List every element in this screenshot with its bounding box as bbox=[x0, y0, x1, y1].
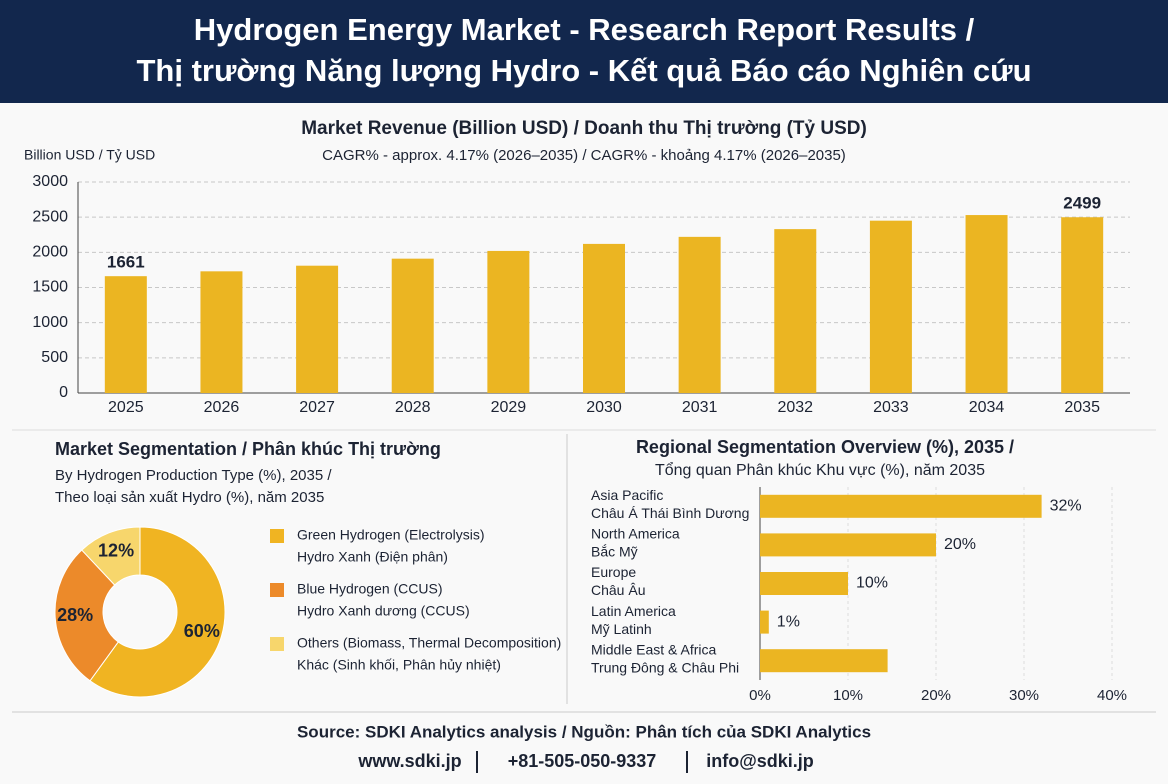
bar bbox=[678, 236, 721, 393]
x-tick-label: 2027 bbox=[299, 399, 335, 416]
legend-swatch bbox=[270, 529, 284, 543]
x-tick-label: 30% bbox=[1009, 687, 1039, 704]
x-tick-label: 10% bbox=[833, 687, 863, 704]
data-label: 1% bbox=[777, 613, 800, 630]
y-tick-label: 2000 bbox=[32, 244, 68, 261]
x-tick-label: 2030 bbox=[586, 399, 622, 416]
bar bbox=[760, 572, 848, 595]
category-label: Latin America bbox=[591, 603, 676, 619]
legend-label: Blue Hydrogen (CCUS) bbox=[297, 581, 443, 597]
data-label: 2499 bbox=[1063, 194, 1101, 213]
bar bbox=[583, 243, 625, 393]
y-tick-label: 1500 bbox=[32, 279, 68, 296]
pie-slice bbox=[81, 526, 141, 586]
header-title: Thị trường Năng lượng Hydro - Kết quả Bá… bbox=[136, 53, 1031, 88]
x-tick-label: 2031 bbox=[682, 399, 718, 416]
bar bbox=[760, 494, 1042, 518]
chart-subtitle: Theo loại sản xuất Hydro (%), năm 2035 bbox=[55, 489, 324, 506]
x-tick-label: 2028 bbox=[395, 399, 431, 416]
x-tick-label: 2029 bbox=[491, 399, 527, 416]
data-label: 28% bbox=[57, 605, 93, 625]
bar bbox=[104, 276, 147, 393]
pie-slice bbox=[89, 526, 226, 698]
contact: info@sdki.jp bbox=[706, 751, 814, 771]
bar bbox=[391, 258, 434, 393]
y-tick-label: 0 bbox=[59, 384, 68, 401]
chart-subtitle: CAGR% - approx. 4.17% (2026–2035) / CAGR… bbox=[322, 147, 846, 164]
category-label: Asia Pacific bbox=[591, 487, 663, 503]
chart-title: Regional Segmentation Overview (%), 2035… bbox=[636, 437, 1014, 457]
legend-swatch bbox=[270, 637, 284, 651]
legend-swatch bbox=[270, 583, 284, 597]
category-label: Châu Âu bbox=[591, 582, 645, 598]
contact: +81-505-050-9337 bbox=[508, 751, 657, 771]
source: Source: SDKI Analytics analysis / Nguồn:… bbox=[297, 722, 871, 741]
legend-label: Green Hydrogen (Electrolysis) bbox=[297, 527, 485, 543]
bar bbox=[760, 649, 888, 673]
legend-label: Khác (Sinh khối, Phân hủy nhiệt) bbox=[297, 657, 501, 673]
bar bbox=[487, 250, 530, 393]
category-label: Châu Á Thái Bình Dương bbox=[591, 505, 749, 521]
category-label: Bắc Mỹ bbox=[591, 544, 638, 560]
bar bbox=[965, 215, 1008, 393]
x-tick-label: 40% bbox=[1097, 687, 1127, 704]
x-tick-label: 2025 bbox=[108, 399, 144, 416]
bar bbox=[760, 533, 936, 557]
x-tick-label: 2034 bbox=[969, 399, 1005, 416]
legend-label: Hydro Xanh dương (CCUS) bbox=[297, 603, 470, 619]
category-label: Mỹ Latinh bbox=[591, 621, 652, 637]
y-tick-label: 1000 bbox=[32, 314, 68, 331]
chart-subtitle: Tổng quan Phân khúc Khu vực (%), năm 203… bbox=[655, 461, 985, 479]
data-label: 10% bbox=[856, 575, 888, 592]
contact: www.sdki.jp bbox=[357, 751, 461, 771]
bar bbox=[869, 220, 912, 393]
data-label: 20% bbox=[944, 536, 976, 553]
data-label: 32% bbox=[1050, 498, 1082, 515]
header-band bbox=[0, 0, 1168, 103]
category-label: North America bbox=[591, 526, 680, 542]
x-tick-label: 20% bbox=[921, 687, 951, 704]
x-tick-label: 2026 bbox=[204, 399, 240, 416]
data-label: 12% bbox=[98, 540, 134, 560]
x-tick-label: 2033 bbox=[873, 399, 909, 416]
bar bbox=[1061, 217, 1104, 393]
y-tick-label: 3000 bbox=[32, 173, 68, 190]
bar bbox=[760, 610, 769, 634]
category-label: Europe bbox=[591, 564, 636, 580]
y-tick-label: 500 bbox=[41, 349, 68, 366]
bar bbox=[774, 229, 817, 393]
header-title: Hydrogen Energy Market - Research Report… bbox=[194, 12, 975, 47]
legend-label: Others (Biomass, Thermal Decomposition) bbox=[297, 635, 561, 651]
bar bbox=[200, 271, 243, 393]
chart-title: Market Segmentation / Phân khúc Thị trườ… bbox=[55, 439, 441, 459]
data-label: 60% bbox=[184, 621, 220, 641]
x-tick-label: 0% bbox=[749, 687, 771, 704]
x-tick-label: 2035 bbox=[1064, 399, 1100, 416]
category-label: Trung Đông & Châu Phi bbox=[591, 659, 739, 675]
chart-subtitle: By Hydrogen Production Type (%), 2035 / bbox=[55, 467, 332, 484]
legend-label: Hydro Xanh (Điện phân) bbox=[297, 549, 448, 565]
bar bbox=[296, 265, 339, 393]
x-tick-label: 2032 bbox=[777, 399, 813, 416]
data-label: 1661 bbox=[107, 253, 145, 272]
y-axis-label: Billion USD / Tỷ USD bbox=[24, 147, 155, 163]
chart-title: Market Revenue (Billion USD) / Doanh thu… bbox=[301, 118, 867, 139]
pie-slice bbox=[54, 549, 119, 682]
category-label: Middle East & Africa bbox=[591, 641, 716, 657]
y-tick-label: 2500 bbox=[32, 208, 68, 225]
